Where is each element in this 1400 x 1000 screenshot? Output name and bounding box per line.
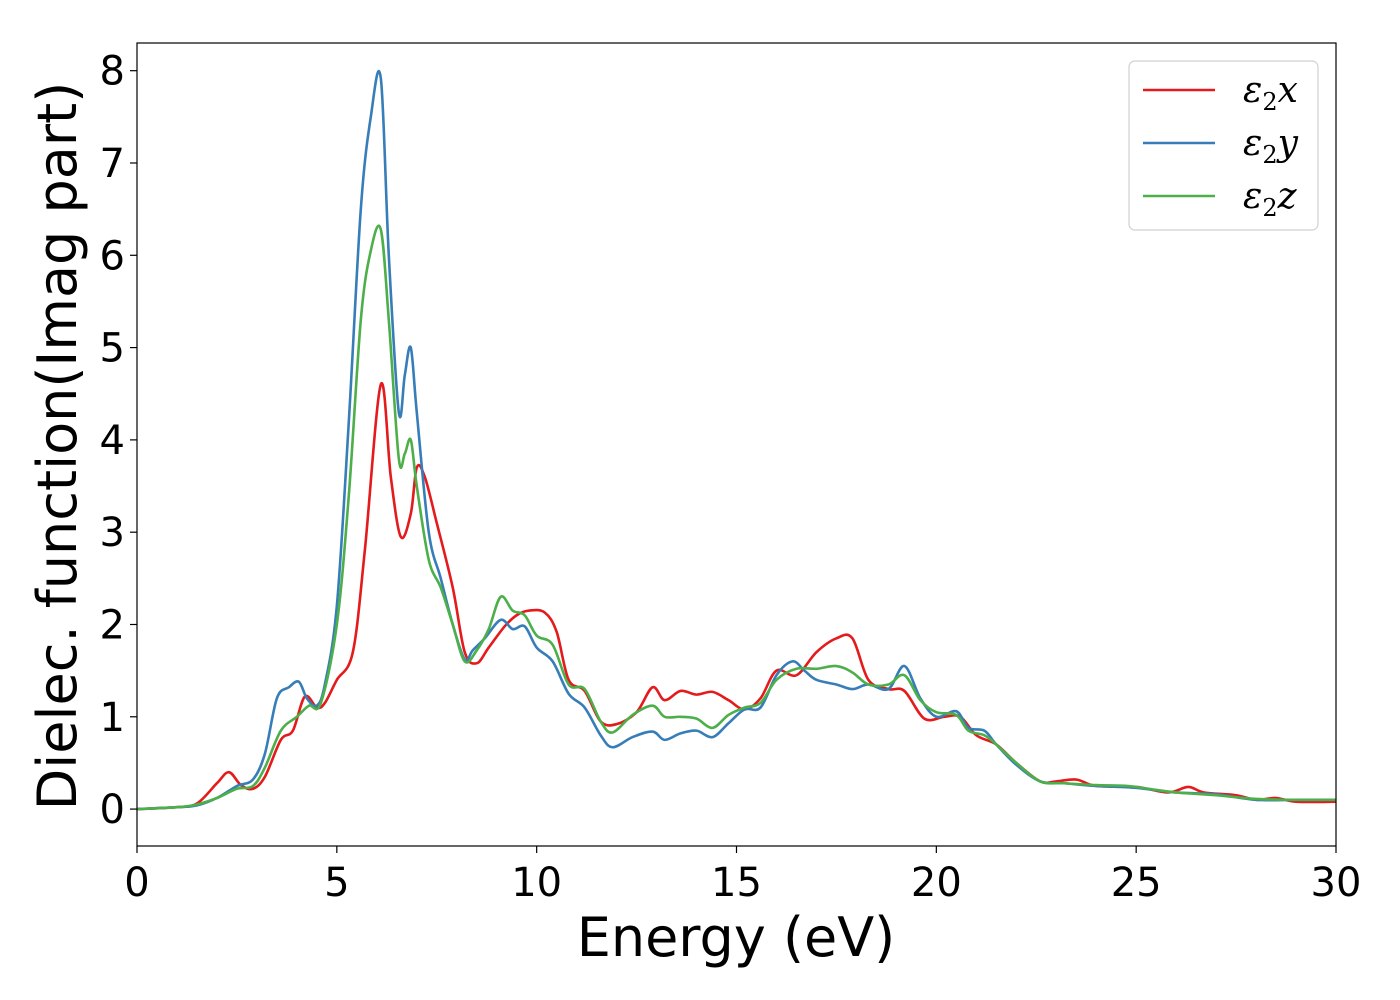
y-tick-label: 1 <box>100 695 125 741</box>
y-tick-label: 6 <box>100 233 125 279</box>
y-tick-label: 8 <box>100 49 125 95</box>
legend-label-y: ε2y <box>1243 123 1299 169</box>
legend-box <box>1128 60 1319 231</box>
y-axis-label: Dielec. function(Imag part) <box>26 82 89 811</box>
series-layer <box>137 69 1336 811</box>
x-tick-label: 0 <box>124 860 149 906</box>
legend-label-x: ε2x <box>1243 70 1298 116</box>
x-tick-label: 5 <box>324 860 349 906</box>
x-tick-label: 10 <box>511 860 562 906</box>
legend-label-z: ε2z <box>1243 176 1298 222</box>
series-line-x <box>137 382 1336 811</box>
x-tick-label: 20 <box>911 860 962 906</box>
y-tick-label: 2 <box>100 602 125 648</box>
y-tick-label: 3 <box>100 510 125 556</box>
x-tick-label: 15 <box>711 860 762 906</box>
series-line-z <box>137 224 1336 811</box>
x-axis: 0 5 10 15 20 25 30 <box>124 846 1361 906</box>
y-axis: 0 1 2 3 4 5 6 7 8 <box>100 49 137 833</box>
x-tick-label: 30 <box>1311 860 1362 906</box>
y-tick-label: 5 <box>100 326 125 372</box>
series-line-y <box>137 69 1336 811</box>
x-tick-label: 25 <box>1111 860 1162 906</box>
y-tick-label: 7 <box>100 141 125 187</box>
legend: ε2x ε2y ε2z <box>1128 60 1319 231</box>
y-tick-label: 4 <box>100 418 125 464</box>
y-tick-label: 0 <box>100 787 125 833</box>
x-axis-label: Energy (eV) <box>577 906 896 969</box>
